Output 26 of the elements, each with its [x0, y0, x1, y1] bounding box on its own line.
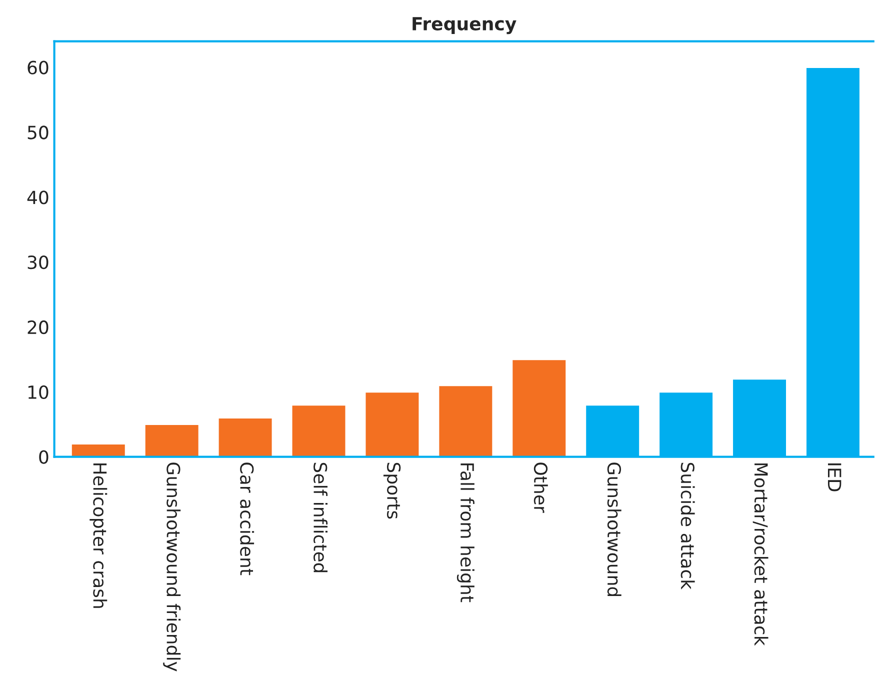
x-tick-label: Fall from height — [456, 463, 474, 602]
y-tick-label: 10 — [28, 385, 48, 400]
x-tick-label: Helicopter crash — [90, 463, 108, 608]
y-tick-label: 30 — [28, 256, 48, 270]
chart-title: Frequency — [412, 17, 516, 34]
y-tick-label: 60 — [28, 60, 48, 74]
y-tick-label: 40 — [27, 190, 48, 204]
x-tick-label: Mortar/rocket attack — [752, 463, 768, 646]
bar — [217, 417, 274, 457]
x-tick-label: Gunshotwound — [607, 462, 622, 596]
y-tick-label: 20 — [28, 320, 48, 334]
bar — [290, 404, 347, 457]
y-tick-label: 0 — [39, 450, 48, 464]
bar — [511, 358, 568, 457]
bar — [144, 424, 200, 457]
x-tick-label: Self inflicted — [314, 462, 328, 572]
x-tick-label: Other — [534, 462, 548, 513]
x-tick-label: Suicide attack — [680, 462, 695, 590]
x-tick-label: IED — [828, 463, 842, 492]
bar — [364, 391, 420, 457]
bar — [438, 384, 494, 457]
bar — [70, 443, 126, 457]
x-tick-label: Sports — [383, 462, 401, 519]
x-tick-label: Gunshotwound friendly — [163, 462, 181, 672]
y-tick-label: 50 — [28, 126, 48, 140]
x-tick-label: Car accident — [240, 462, 254, 576]
